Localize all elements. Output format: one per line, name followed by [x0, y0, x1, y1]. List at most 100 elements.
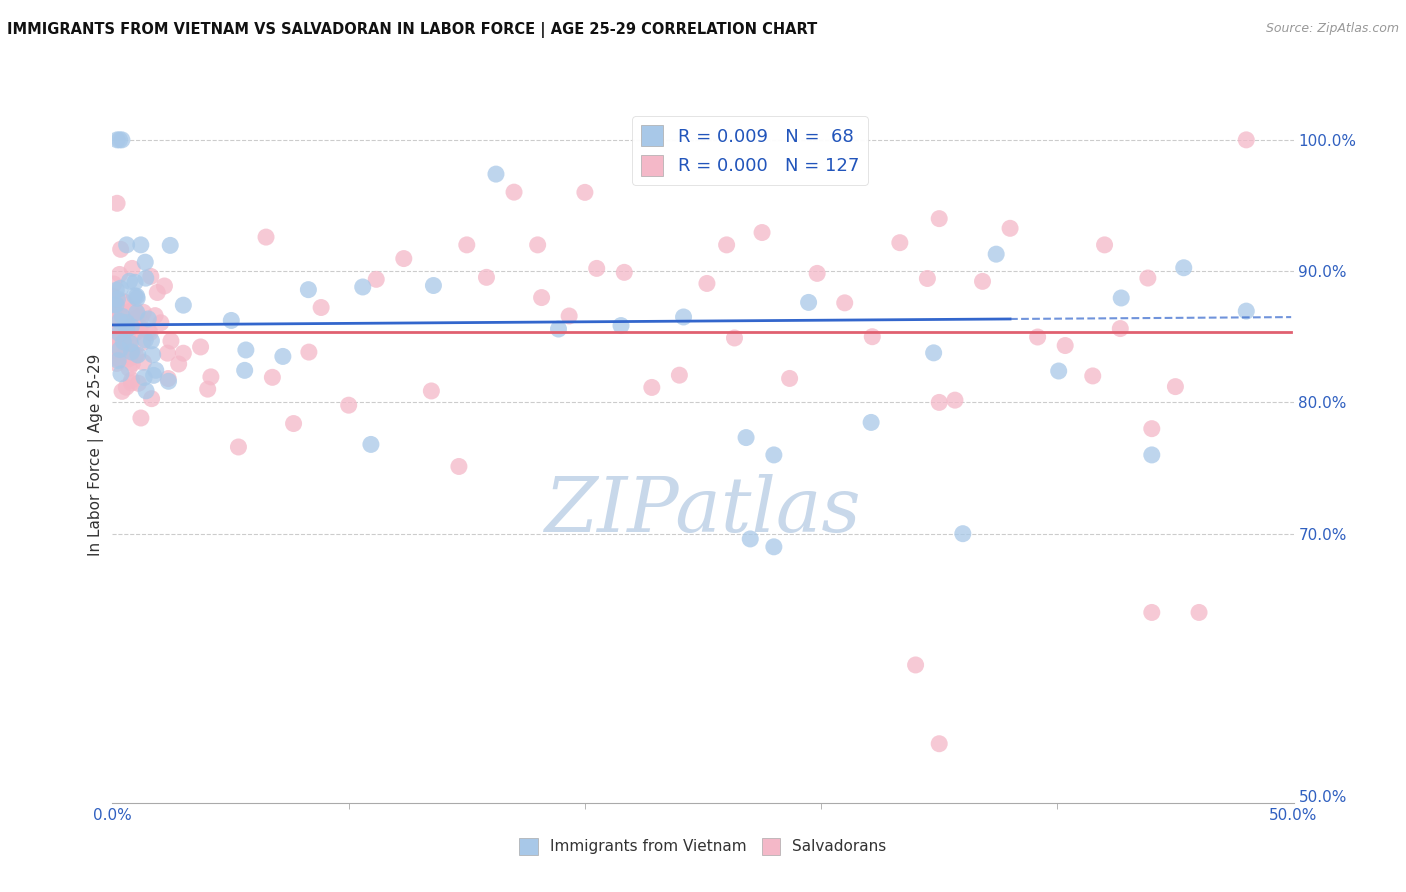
Point [716, 238, 738, 252]
Point [904, 657, 927, 672]
Point [108, 343, 131, 357]
Point [112, 334, 135, 349]
Point [233, 363, 256, 377]
Point [111, 133, 134, 147]
Point [115, 380, 138, 394]
Point [360, 437, 382, 451]
Point [105, 292, 128, 306]
Point [696, 277, 718, 291]
Point [309, 301, 332, 315]
Point [172, 298, 194, 312]
Point [121, 373, 143, 387]
Point [139, 326, 162, 340]
Point [422, 278, 444, 293]
Point [111, 384, 134, 399]
Point [447, 459, 470, 474]
Point [120, 304, 142, 318]
Point [668, 368, 690, 383]
Point [115, 238, 138, 252]
Point [834, 296, 856, 310]
Point [167, 357, 190, 371]
Point [889, 235, 911, 250]
Point [129, 321, 152, 335]
Point [111, 294, 134, 309]
Point [352, 280, 374, 294]
Point [139, 269, 162, 284]
Point [928, 737, 950, 751]
Point [134, 370, 156, 384]
Point [121, 318, 143, 332]
Point [526, 238, 548, 252]
Point [103, 312, 125, 326]
Point [118, 351, 141, 366]
Point [118, 349, 141, 363]
Point [122, 312, 145, 326]
Point [103, 328, 125, 343]
Legend: Immigrants from Vietnam, Salvadorans: Immigrants from Vietnam, Salvadorans [513, 831, 893, 862]
Point [131, 335, 153, 350]
Point [103, 292, 125, 306]
Point [1140, 448, 1163, 462]
Point [121, 261, 143, 276]
Point [118, 334, 141, 348]
Point [115, 316, 138, 330]
Point [735, 431, 758, 445]
Point [121, 344, 143, 359]
Point [485, 167, 508, 181]
Point [142, 348, 165, 362]
Point [1136, 271, 1159, 285]
Point [124, 289, 146, 303]
Point [104, 327, 127, 342]
Point [149, 316, 172, 330]
Point [1234, 133, 1257, 147]
Point [121, 357, 143, 371]
Point [111, 310, 134, 324]
Point [972, 274, 994, 288]
Point [146, 285, 169, 300]
Point [114, 336, 136, 351]
Point [125, 289, 148, 303]
Point [127, 310, 149, 324]
Point [114, 295, 136, 310]
Point [157, 371, 180, 385]
Point [337, 398, 360, 412]
Point [1234, 304, 1257, 318]
Point [105, 326, 128, 341]
Point [103, 277, 125, 291]
Point [475, 270, 498, 285]
Point [585, 261, 607, 276]
Point [1109, 291, 1132, 305]
Point [127, 348, 149, 362]
Point [1188, 606, 1211, 620]
Point [153, 279, 176, 293]
Point [107, 353, 129, 368]
Point [156, 346, 179, 360]
Point [860, 329, 883, 343]
Point [124, 326, 146, 340]
Point [613, 265, 636, 279]
Point [420, 384, 443, 398]
Point [200, 369, 222, 384]
Point [986, 247, 1008, 261]
Point [271, 350, 294, 364]
Point [547, 322, 569, 336]
Point [115, 322, 138, 336]
Point [228, 440, 250, 454]
Point [1109, 321, 1132, 335]
Point [110, 243, 132, 257]
Point [503, 185, 526, 199]
Point [558, 309, 581, 323]
Point [136, 312, 159, 326]
Point [127, 292, 149, 306]
Point [135, 384, 157, 398]
Point [103, 295, 125, 310]
Text: Source: ZipAtlas.com: Source: ZipAtlas.com [1265, 22, 1399, 36]
Point [943, 393, 966, 408]
Point [124, 319, 146, 334]
Point [103, 298, 125, 312]
Point [141, 334, 163, 348]
Point [108, 326, 131, 341]
Point [456, 238, 478, 252]
Point [574, 186, 596, 200]
Point [262, 370, 284, 384]
